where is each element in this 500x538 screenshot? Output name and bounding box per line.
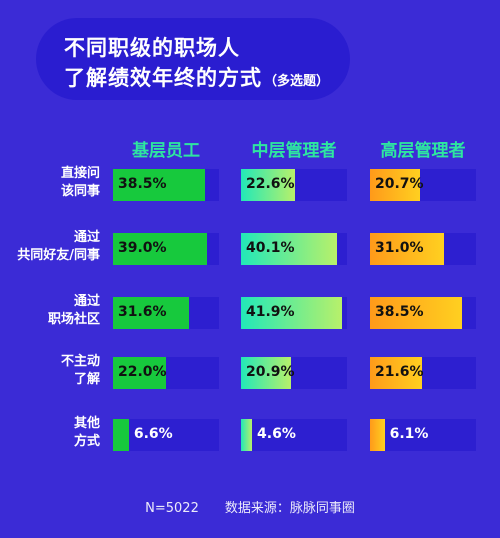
data-label: 4.6% [257,426,296,442]
row-label-line: 职场社区 [47,312,100,327]
row-label-line: 通过 [73,294,100,309]
row-label-1: 通过共同好友/同事 [0,229,100,265]
row-label-line: 其他 [73,416,100,431]
bar [241,419,253,451]
column-header-0: 基层员工 [132,141,200,161]
data-label: 22.6% [246,176,295,192]
data-label: 22.0% [118,364,167,380]
bar [370,419,385,451]
bar [113,233,207,265]
bar [370,233,445,265]
data-label: 40.1% [246,240,295,256]
chart-title-line2-text: 了解绩效年终的方式 [64,66,262,90]
bar [370,169,420,201]
chart-title-line2: 了解绩效年终的方式 （多选题） [64,62,329,92]
chart-title-line1: 不同职级的职场人 [64,36,240,60]
row-label-4: 其他 方式 [0,415,100,451]
title-banner: 不同职级的职场人 了解绩效年终的方式 （多选题） [36,18,350,100]
bar-track: 40.1% [241,233,347,265]
chart-subtitle: （多选题） [264,74,330,89]
bar-track: 6.6% [113,419,219,451]
bar-track: 6.1% [370,419,476,451]
footer: N=5022 数据来源：脉脉同事圈 [0,497,500,516]
row-label-3: 不主动了解 [0,353,100,389]
bar-track: 38.5% [370,297,476,329]
data-label: 20.7% [375,176,424,192]
data-label: 39.0% [118,240,167,256]
data-source: 数据来源：脉脉同事圈 [224,501,355,516]
bar [113,419,129,451]
bar-track: 41.9% [241,297,347,329]
bar [370,297,463,329]
column-header-2: 高层管理者 [380,141,466,161]
bar-track: 4.6% [241,419,347,451]
row-label-line: 不主动 [60,354,100,369]
column-header-1: 中层管理者 [251,141,337,161]
data-label: 6.1% [389,426,429,442]
data-label: 38.5% [375,304,424,320]
data-label: 31.0% [375,240,424,256]
data-label: 6.6% [133,426,173,442]
bar [241,169,296,201]
bar [113,297,189,329]
bar-track: 20.7% [370,169,476,201]
row-label-0: 直接问 该同事 [0,165,100,201]
bar-track: 20.9% [241,357,347,389]
bar [241,233,338,265]
data-label: 20.9% [246,364,295,380]
bar-track: 31.6% [113,297,219,329]
row-label-line: 了解 [73,372,100,387]
row-label-line: 通过 [73,230,100,245]
data-label: 41.9% [246,304,295,320]
bar [370,357,422,389]
bar [241,357,292,389]
sample-size: N=5022 [145,501,199,516]
bar-track: 22.6% [241,169,347,201]
row-label-line: 该同事 [60,184,100,199]
bar [113,357,166,389]
row-label-line: 共同好友/同事 [17,248,100,263]
row-label-2: 通过职场社区 [0,293,100,329]
bar-track: 21.6% [370,357,476,389]
bar-track: 22.0% [113,357,219,389]
row-label-line: 直接问 [60,166,100,181]
data-label: 21.6% [375,364,424,380]
bar-track: 31.0% [370,233,476,265]
data-label: 38.5% [118,176,167,192]
bar [241,297,342,329]
bar [113,169,206,201]
data-label: 31.6% [118,304,167,320]
bar-track: 38.5% [113,169,219,201]
row-label-line: 方式 [73,434,100,449]
bar-track: 39.0% [113,233,219,265]
